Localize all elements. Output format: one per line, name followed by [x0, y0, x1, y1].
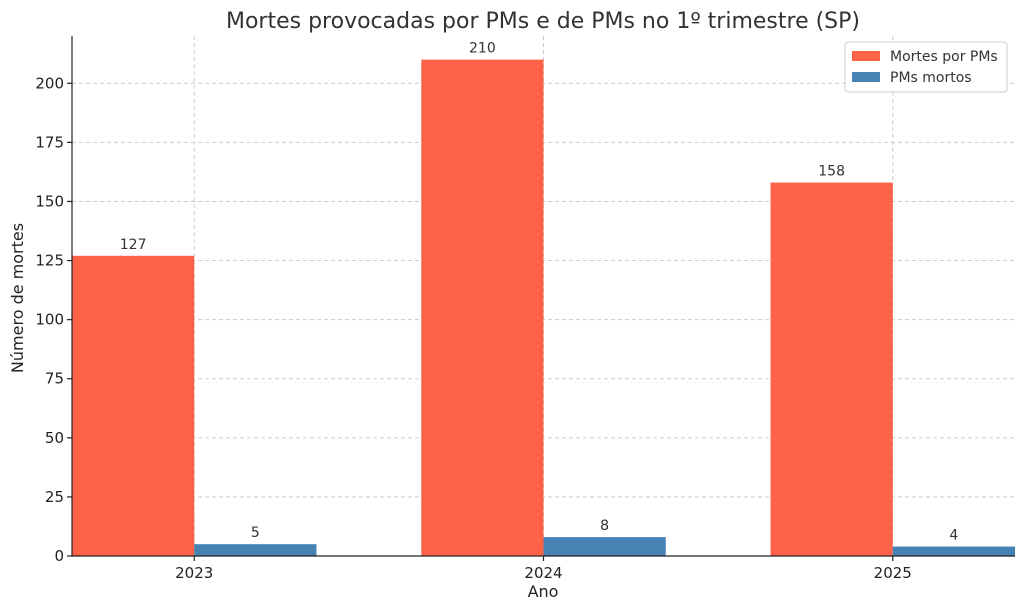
y-axis-label: Número de mortes — [8, 223, 27, 373]
y-tick-label: 0 — [54, 547, 64, 565]
data-label: 4 — [949, 528, 958, 544]
x-tick-label: 2025 — [874, 564, 912, 582]
data-label: 5 — [251, 525, 260, 541]
bar-mortes-por-pms-2024 — [421, 59, 544, 557]
y-tick-label: 175 — [35, 133, 64, 151]
bar-pms-mortos-2025 — [892, 546, 1015, 556]
bar-mortes-por-pms-2025 — [770, 182, 893, 556]
bar-mortes-por-pms-2023 — [72, 255, 195, 556]
y-tick-label: 150 — [35, 192, 64, 210]
legend-box — [844, 41, 1008, 93]
chart-title: Mortes provocadas por PMs e de PMs no 1º… — [226, 9, 860, 34]
bar-pms-mortos-2023 — [194, 544, 317, 556]
data-label: 210 — [469, 41, 496, 57]
legend: Mortes por PMs PMs mortos — [844, 41, 1008, 93]
data-labels: 127 210 158 5 8 4 — [120, 41, 959, 544]
y-tick-label: 50 — [45, 429, 64, 447]
legend-entry: PMs mortos — [890, 70, 972, 86]
legend-swatch — [852, 51, 880, 61]
y-tick-label: 125 — [35, 252, 64, 270]
legend-entry: Mortes por PMs — [890, 49, 998, 65]
y-tick-label: 200 — [35, 74, 64, 92]
x-tick-label: 2024 — [524, 564, 562, 582]
x-tick-label: 2023 — [175, 564, 213, 582]
data-label: 127 — [120, 237, 147, 253]
data-label: 8 — [600, 518, 609, 534]
y-tick-label: 100 — [35, 311, 64, 329]
axes: 0 25 50 75 100 125 150 175 200 2023 2024 2025 — [35, 36, 1015, 582]
bar-pms-mortos-2024 — [543, 537, 666, 556]
x-axis-label: Ano — [528, 582, 559, 601]
bars — [72, 59, 1015, 557]
y-tick-label: 25 — [45, 488, 64, 506]
y-tick-label: 75 — [45, 370, 64, 388]
legend-swatch — [852, 72, 880, 82]
data-label: 158 — [818, 164, 845, 180]
